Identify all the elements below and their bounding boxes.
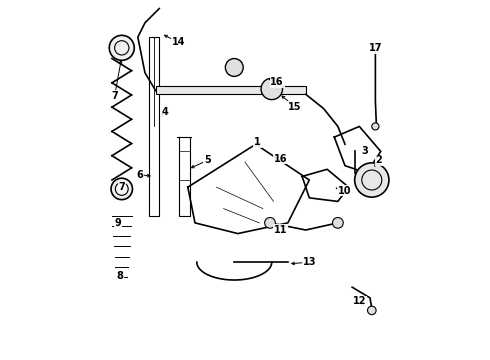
Text: 5: 5 xyxy=(204,156,211,165)
Circle shape xyxy=(333,217,343,228)
Text: 12: 12 xyxy=(353,296,366,306)
Text: 7: 7 xyxy=(119,182,125,192)
Circle shape xyxy=(355,163,389,197)
Bar xyxy=(156,86,306,94)
Text: 14: 14 xyxy=(172,37,186,48)
Bar xyxy=(148,37,159,216)
Text: 16: 16 xyxy=(274,154,288,163)
Circle shape xyxy=(265,217,275,228)
Text: 10: 10 xyxy=(338,186,352,196)
Text: 3: 3 xyxy=(361,147,368,157)
Text: 2: 2 xyxy=(375,156,382,165)
Circle shape xyxy=(109,35,134,60)
Text: 8: 8 xyxy=(117,271,123,282)
Text: 16: 16 xyxy=(270,77,284,87)
Circle shape xyxy=(261,78,283,100)
Text: 17: 17 xyxy=(368,43,382,53)
Circle shape xyxy=(111,178,132,200)
Text: 7: 7 xyxy=(111,91,118,101)
Text: 13: 13 xyxy=(302,257,316,267)
Circle shape xyxy=(372,123,379,130)
Circle shape xyxy=(372,44,379,51)
Text: 4: 4 xyxy=(161,107,168,117)
Text: 9: 9 xyxy=(115,218,122,228)
Text: 6: 6 xyxy=(136,170,143,180)
Text: 11: 11 xyxy=(274,225,288,235)
Circle shape xyxy=(225,59,243,76)
Text: 1: 1 xyxy=(254,138,261,148)
Circle shape xyxy=(368,306,376,315)
Text: 15: 15 xyxy=(288,102,302,112)
